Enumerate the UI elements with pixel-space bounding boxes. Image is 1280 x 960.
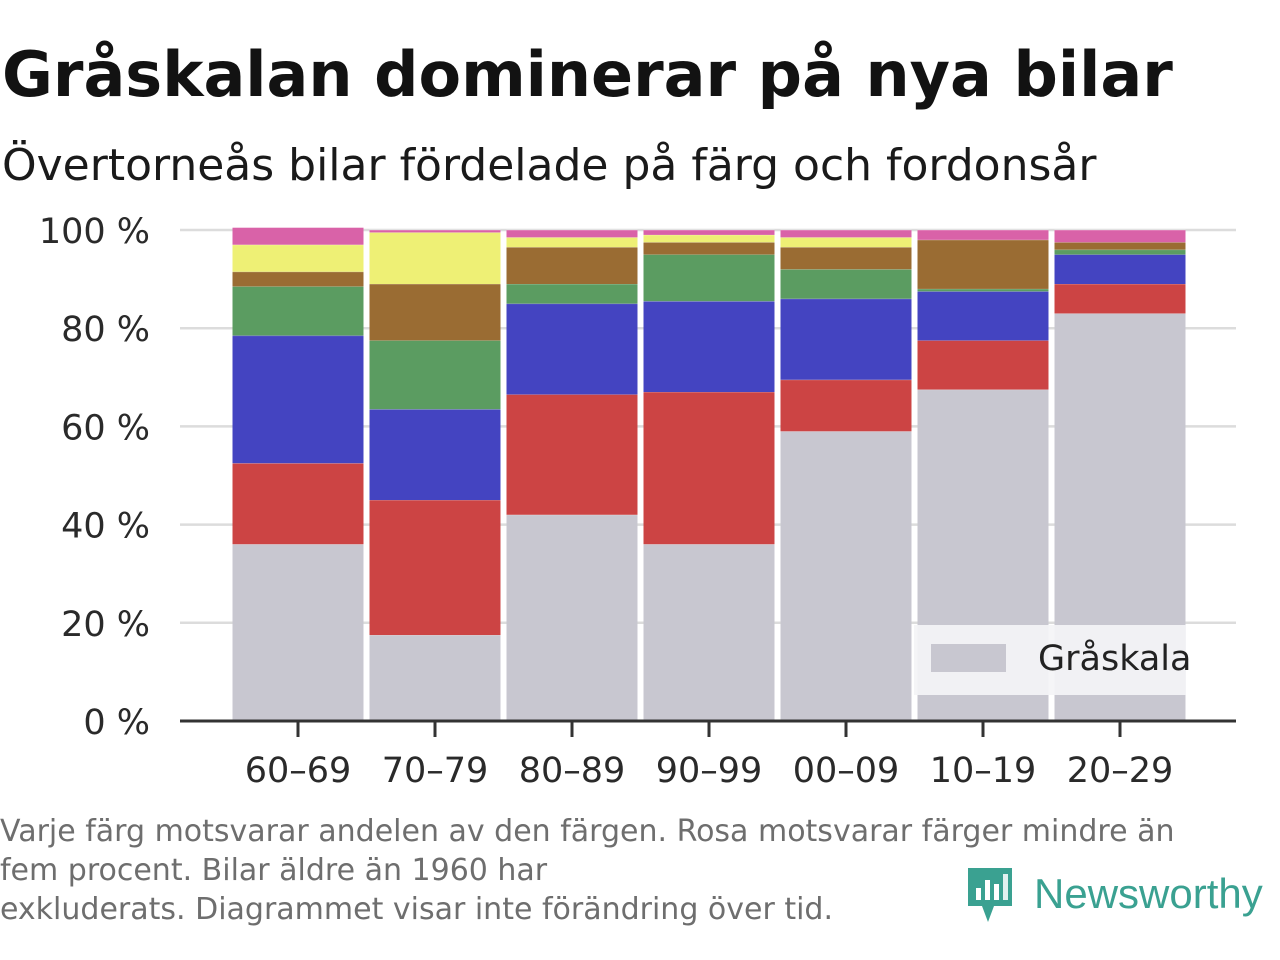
footnote: Varje färg motsvarar andelen av den färg…: [0, 812, 1250, 929]
bar-segment-3-4: [643, 242, 775, 255]
y-tick-label-1: 20 %: [61, 605, 150, 645]
bar-segment-2-1: [506, 394, 638, 515]
y-tick-label-3: 60 %: [61, 408, 150, 448]
x-tick-label-3: 90–99: [656, 751, 763, 791]
bar-segment-4-6: [780, 230, 912, 238]
bar-segment-3-6: [643, 230, 775, 235]
bar-segment-0-5: [232, 244, 364, 272]
bar-segment-0-3: [232, 286, 364, 336]
bar-segment-4-0: [780, 431, 912, 721]
newsworthy-chart-icon: [968, 868, 1012, 922]
y-tick-label-2: 40 %: [61, 507, 150, 547]
x-tick-label-2: 80–89: [519, 751, 626, 791]
chart-subtitle: Övertorneås bilar fördelade på färg och …: [2, 140, 1097, 191]
bar-segment-3-2: [643, 301, 775, 393]
bar-segment-1-0: [369, 635, 501, 721]
bar-segment-0-2: [232, 335, 364, 464]
bar-segment-4-1: [780, 379, 912, 432]
bar-segment-3-5: [643, 234, 775, 243]
bar-segment-6-4: [1054, 242, 1186, 250]
bar-segment-6-1: [1054, 284, 1186, 314]
footnote-line-3: exkluderats. Diagrammet visar inte förän…: [0, 892, 834, 927]
bar-segment-5-3: [917, 288, 1049, 292]
bar-segment-4-5: [780, 237, 912, 248]
newsworthy-logo: Newsworthy: [964, 862, 1263, 926]
bar-segment-2-5: [506, 237, 638, 248]
bar-segment-3-1: [643, 392, 775, 545]
x-tick-label-4: 00–09: [793, 751, 900, 791]
bar-segment-3-0: [643, 544, 775, 721]
bar-segment-2-6: [506, 230, 638, 238]
x-tick-label-0: 60–69: [245, 751, 352, 791]
x-tick-label-6: 20–29: [1067, 751, 1174, 791]
bar-segment-2-2: [506, 303, 638, 395]
bar-segment-5-2: [917, 291, 1049, 341]
bar-segment-5-6: [917, 230, 1049, 240]
bar-segment-6-2: [1054, 254, 1186, 285]
bar-segment-5-4: [917, 239, 1049, 289]
bar-segment-0-6: [232, 227, 364, 245]
chart-title: Gråskalan dominerar på nya bilar: [2, 38, 1173, 111]
legend-label-graskala: Gråskala: [1038, 638, 1191, 679]
x-tick-label-5: 10–19: [930, 751, 1037, 791]
bar-segment-0-1: [232, 463, 364, 545]
bar-segment-4-2: [780, 298, 912, 380]
legend-swatch-graskala: [931, 644, 1006, 672]
legend: Gråskala: [914, 625, 1191, 695]
bar-segments: [232, 227, 1186, 721]
bar-segment-0-0: [232, 544, 364, 721]
x-tick-label-1: 70–79: [382, 751, 489, 791]
footnote-line-1: Varje färg motsvarar andelen av den färg…: [0, 814, 1175, 849]
brand-name: Newsworthy: [1034, 870, 1263, 917]
bar-segment-1-1: [369, 500, 501, 636]
bar-segment-1-2: [369, 409, 501, 501]
bar-segment-4-3: [780, 269, 912, 299]
bar-segment-2-4: [506, 247, 638, 285]
y-axis: 0 % 20 % 40 % 60 % 80 % 100 %: [39, 212, 150, 743]
bar-segment-0-4: [232, 271, 364, 287]
bar-segment-1-4: [369, 284, 501, 341]
bar-segment-1-5: [369, 232, 501, 285]
bar-segment-5-1: [917, 340, 1049, 390]
bar-segment-4-4: [780, 247, 912, 270]
footnote-line-2: fem procent. Bilar äldre än 1960 har: [0, 853, 548, 888]
y-tick-label-0: 0 %: [83, 703, 150, 743]
stacked-bar-chart: 0 % 20 % 40 % 60 % 80 % 100 % 60–69 70–79 80–89…: [39, 212, 1236, 791]
bar-segment-3-3: [643, 254, 775, 302]
x-axis: 60–69 70–79 80–89 90–99 00–09 10–19 20–29: [180, 719, 1236, 791]
bar-segment-6-3: [1054, 249, 1186, 255]
bar-segment-2-0: [506, 514, 638, 721]
bar-segment-1-3: [369, 340, 501, 410]
bar-segment-2-3: [506, 284, 638, 304]
bar-segment-6-6: [1054, 230, 1186, 243]
y-tick-label-4: 80 %: [61, 310, 150, 350]
y-tick-label-5: 100 %: [39, 212, 150, 252]
bar-segment-1-6: [369, 230, 501, 233]
